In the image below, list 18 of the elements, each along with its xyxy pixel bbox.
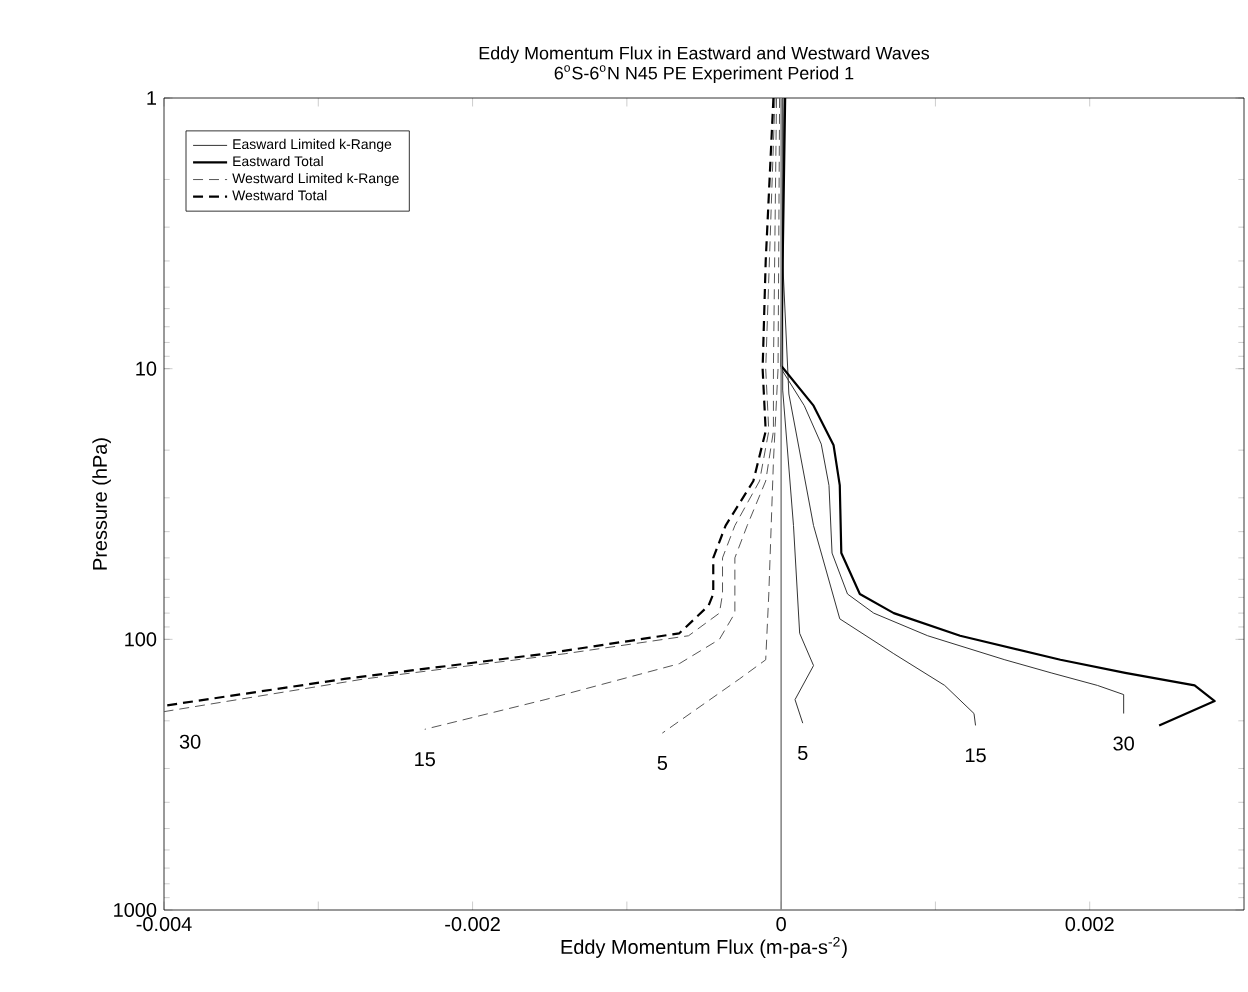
annotation: 5 (657, 756, 668, 770)
annotation: 15 (965, 748, 986, 763)
y-tick-label: 10 (136, 361, 157, 376)
y-axis-title: Pressure (hPa) (92, 438, 111, 570)
annotation: 30 (179, 734, 201, 749)
annotation: 5 (798, 746, 808, 761)
x-tick-label: 0.002 (1065, 917, 1114, 932)
y-tick-label: 1 (147, 91, 157, 105)
x-tick-label: -0.002 (445, 917, 500, 932)
annotation: 15 (415, 752, 435, 767)
y-tick-label: 100 (125, 632, 157, 647)
x-axis-title: Eddy Momentum Flux (m-pa-s$^{-2}$) (561, 936, 847, 958)
y-tick-label: 1000 (114, 902, 157, 918)
chart-title: Eddy Momentum Flux in Eastward and Westward Waves (479, 46, 930, 64)
annotation: 30 (1113, 736, 1134, 751)
x-tick-label: 0 (776, 917, 786, 932)
x-tick-label: -0.004 (136, 917, 192, 932)
chart-subtitle: 6$^{o}$S-6$^{o}$N N45 PE Experiment Period 1 (554, 65, 854, 83)
